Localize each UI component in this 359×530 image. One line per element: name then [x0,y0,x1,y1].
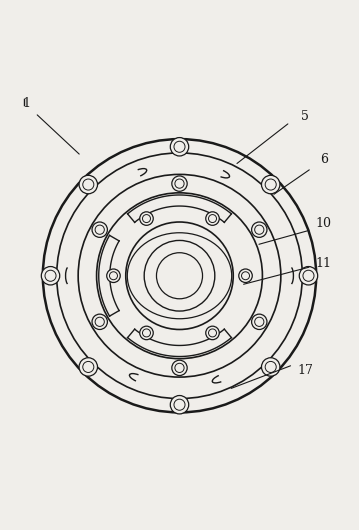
Circle shape [265,361,276,373]
Circle shape [255,317,264,326]
Circle shape [172,176,187,191]
Circle shape [144,241,215,311]
Text: 6: 6 [320,153,328,165]
Circle shape [43,139,316,412]
Circle shape [175,363,184,373]
Circle shape [78,174,281,377]
Text: 17: 17 [298,365,313,377]
Circle shape [57,153,302,399]
Circle shape [252,314,267,330]
Circle shape [261,358,280,376]
Circle shape [206,212,219,225]
Circle shape [299,267,318,285]
Circle shape [170,138,189,156]
Circle shape [252,222,267,237]
Circle shape [69,165,290,386]
Circle shape [209,329,216,337]
Circle shape [143,329,150,337]
Circle shape [265,179,276,190]
Circle shape [175,179,184,188]
Circle shape [109,272,117,280]
Circle shape [41,267,60,285]
Circle shape [92,314,107,330]
Circle shape [104,200,255,351]
Circle shape [140,326,153,340]
Text: 1: 1 [22,98,30,110]
Circle shape [97,193,262,359]
Text: 10: 10 [316,217,332,230]
Circle shape [239,269,252,282]
Circle shape [157,253,202,299]
Circle shape [242,272,250,280]
Text: 5: 5 [302,110,309,122]
Circle shape [126,222,233,330]
Circle shape [174,399,185,410]
Circle shape [255,225,264,234]
Circle shape [143,215,150,223]
Circle shape [95,317,104,326]
Circle shape [206,326,219,340]
Circle shape [261,175,280,194]
Circle shape [79,358,98,376]
Circle shape [303,270,314,281]
Circle shape [209,215,216,223]
Circle shape [83,361,94,373]
Circle shape [174,141,185,152]
Circle shape [92,222,107,237]
Circle shape [107,269,120,282]
Circle shape [79,175,98,194]
Circle shape [45,270,56,281]
Text: 11: 11 [316,257,332,270]
Circle shape [172,360,187,376]
Circle shape [95,225,104,234]
Circle shape [140,212,153,225]
Circle shape [83,179,94,190]
Circle shape [170,395,189,414]
